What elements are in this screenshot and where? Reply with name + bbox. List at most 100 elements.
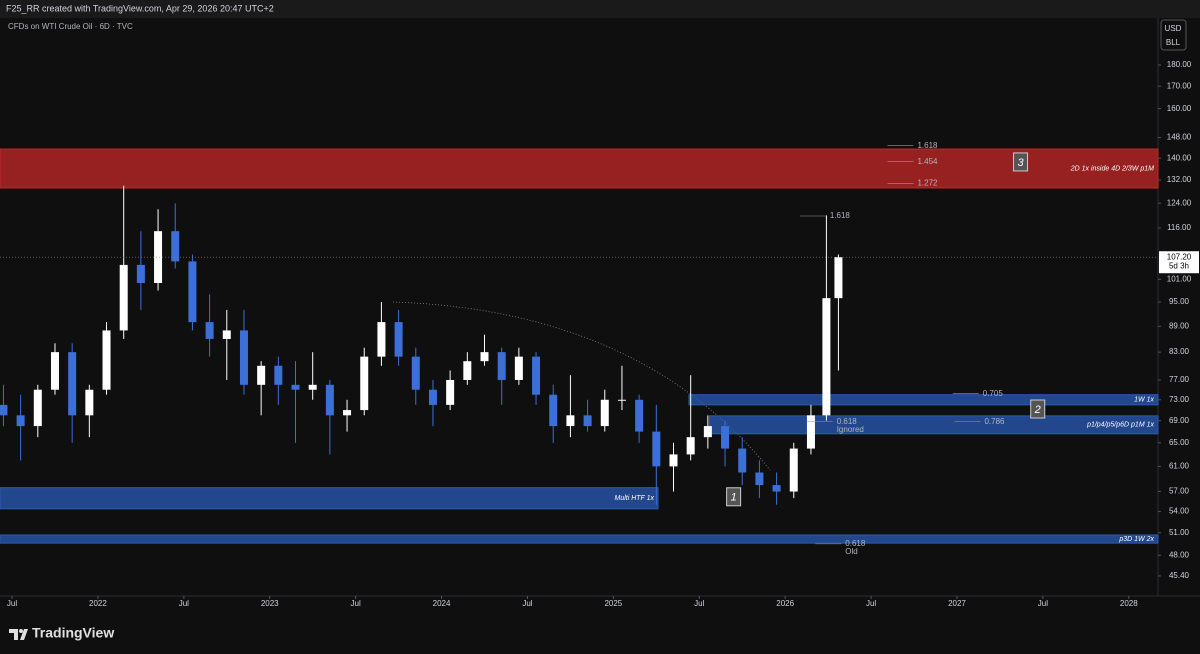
zone [0, 148, 1159, 189]
candle-body [514, 356, 523, 380]
candle-body [635, 399, 644, 432]
zone [0, 534, 1159, 544]
marker-label: 2 [1034, 404, 1041, 416]
candle-body [721, 426, 730, 449]
fib-label: 1.618 [917, 141, 938, 150]
zone [688, 394, 1159, 406]
marker-box [1013, 152, 1029, 172]
fib-label: 0.705 [983, 389, 1004, 398]
candle-body [50, 352, 59, 390]
candle-body [188, 261, 197, 323]
currency: USD [1165, 24, 1182, 33]
candle-body [222, 330, 231, 339]
y-tick-label: 45.40 [1169, 571, 1190, 580]
zone [0, 487, 659, 510]
marker-label: 1 [731, 492, 737, 504]
y-tick-label: 180.00 [1167, 60, 1192, 69]
candle-body [291, 384, 300, 390]
candle-body [33, 389, 42, 427]
y-tick-label: 101.00 [1167, 274, 1192, 283]
zone-label: Multi HTF 1x [614, 495, 654, 502]
candle-body [325, 384, 334, 416]
candle-body [789, 448, 798, 492]
x-tick-label: 2027 [948, 599, 966, 608]
y-tick-label: 65.00 [1169, 438, 1190, 447]
candle-body [617, 399, 626, 401]
y-tick-label: 170.00 [1167, 81, 1192, 90]
fib-note: Ignored [837, 425, 864, 434]
zone-label: 2D 1x inside 4D 2/3W p1M [1070, 165, 1154, 172]
candle-body [806, 415, 815, 449]
x-tick-label: Jul [866, 599, 876, 608]
zone-label: 1W 1x [1134, 397, 1154, 404]
y-tick-label: 132.00 [1167, 175, 1192, 184]
y-tick-label: 160.00 [1167, 104, 1192, 113]
y-tick-label: 95.00 [1169, 297, 1190, 306]
candle-body [686, 437, 695, 455]
candle-body [703, 426, 712, 438]
candle-body [411, 356, 420, 390]
y-tick-label: 51.00 [1169, 528, 1190, 537]
candle-body [257, 365, 266, 385]
footer-logo [9, 629, 28, 640]
y-tick-label: 61.00 [1169, 461, 1190, 470]
currency-box[interactable] [1160, 19, 1187, 51]
x-tick-label: Jul [7, 599, 17, 608]
y-tick-label: 140.00 [1167, 153, 1192, 162]
y-tick-label: 83.00 [1169, 347, 1190, 356]
y-tick-label: 69.00 [1169, 416, 1190, 425]
candle-body [772, 485, 781, 492]
candle-body [68, 352, 77, 416]
fib-label: 0.786 [984, 417, 1005, 426]
candle-body [566, 415, 575, 427]
candle-body [497, 352, 506, 380]
x-tick-label: Jul [1038, 599, 1048, 608]
candle-body [738, 448, 747, 473]
x-tick-label: 2023 [261, 599, 279, 608]
x-tick-label: 2025 [604, 599, 622, 608]
x-tick-label: Jul [179, 599, 189, 608]
fib-note: Old [845, 547, 857, 556]
zone-label: p1/p4/p5/p6D p1M 1x [1086, 422, 1154, 429]
header-bar [0, 0, 1200, 18]
candle-body [669, 454, 678, 467]
y-tick-label: 54.00 [1169, 507, 1190, 516]
candle-body [755, 472, 764, 486]
fib-label: 1.454 [917, 157, 938, 166]
candle-body [480, 352, 489, 362]
candle-body [583, 415, 592, 427]
candle-body [119, 264, 128, 331]
candle-body [343, 410, 352, 416]
candle-body [428, 389, 437, 405]
candle-body [102, 330, 111, 390]
candle-body [239, 330, 248, 385]
candle-body [600, 399, 609, 427]
candle-body [549, 394, 558, 427]
candle-body [446, 379, 455, 405]
y-tick-label: 57.00 [1169, 487, 1190, 496]
marker-label: 3 [1017, 157, 1024, 169]
candle-body [136, 264, 145, 284]
fib-label: 1.618 [830, 211, 851, 220]
y-tick-label: 73.00 [1169, 395, 1190, 404]
candle-body [0, 404, 8, 416]
countdown: 5d 3h [1169, 261, 1189, 270]
x-tick-label: Jul [351, 599, 361, 608]
y-tick-label: 77.00 [1169, 375, 1190, 384]
brand: TradingView [32, 625, 114, 641]
symbol: CFDs on WTI Crude Oil · 6D · TVC [8, 22, 133, 31]
candle-body [394, 322, 403, 357]
y-tick-label: 48.00 [1169, 550, 1190, 559]
candle-body [377, 322, 386, 357]
marker-box [726, 487, 742, 507]
candle-body [308, 384, 317, 390]
marker-box [1030, 399, 1046, 419]
y-tick-label: 89.00 [1169, 321, 1190, 330]
last-price-box [1159, 251, 1199, 274]
x-tick-label: 2026 [776, 599, 794, 608]
x-tick-label: 2022 [89, 599, 107, 608]
x-tick-label: 2028 [1120, 599, 1138, 608]
y-tick-label: 116.00 [1167, 223, 1191, 232]
